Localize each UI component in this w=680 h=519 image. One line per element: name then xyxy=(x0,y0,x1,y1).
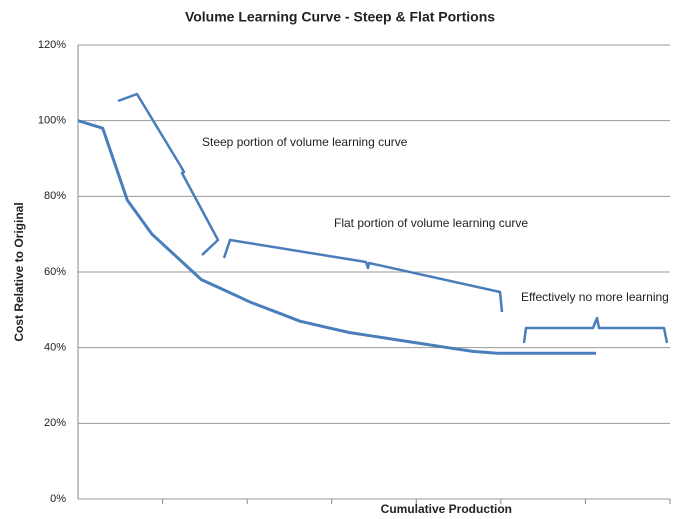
y-tick-label: 60% xyxy=(44,266,66,278)
y-tick-label: 40% xyxy=(44,342,66,354)
y-tick-label: 20% xyxy=(44,417,66,429)
flat-bracket xyxy=(222,238,504,313)
y-tick-label: 100% xyxy=(38,115,66,127)
plateau-bracket xyxy=(522,316,669,344)
y-tick-label: 120% xyxy=(38,39,66,51)
chart-title: Volume Learning Curve - Steep & Flat Por… xyxy=(185,9,495,25)
y-tick-label: 80% xyxy=(44,190,66,202)
y-axis-label: Cost Relative to Original xyxy=(12,202,26,341)
line-series xyxy=(77,119,596,355)
steep-bracket xyxy=(117,92,220,256)
annotation: Steep portion of volume learning curve xyxy=(202,135,408,149)
annotation: Effectively no more learning xyxy=(521,290,669,304)
y-tick-label: 0% xyxy=(50,493,66,505)
annotation: Flat portion of volume learning curve xyxy=(334,216,528,230)
x-axis-label: Cumulative Production xyxy=(381,502,512,516)
